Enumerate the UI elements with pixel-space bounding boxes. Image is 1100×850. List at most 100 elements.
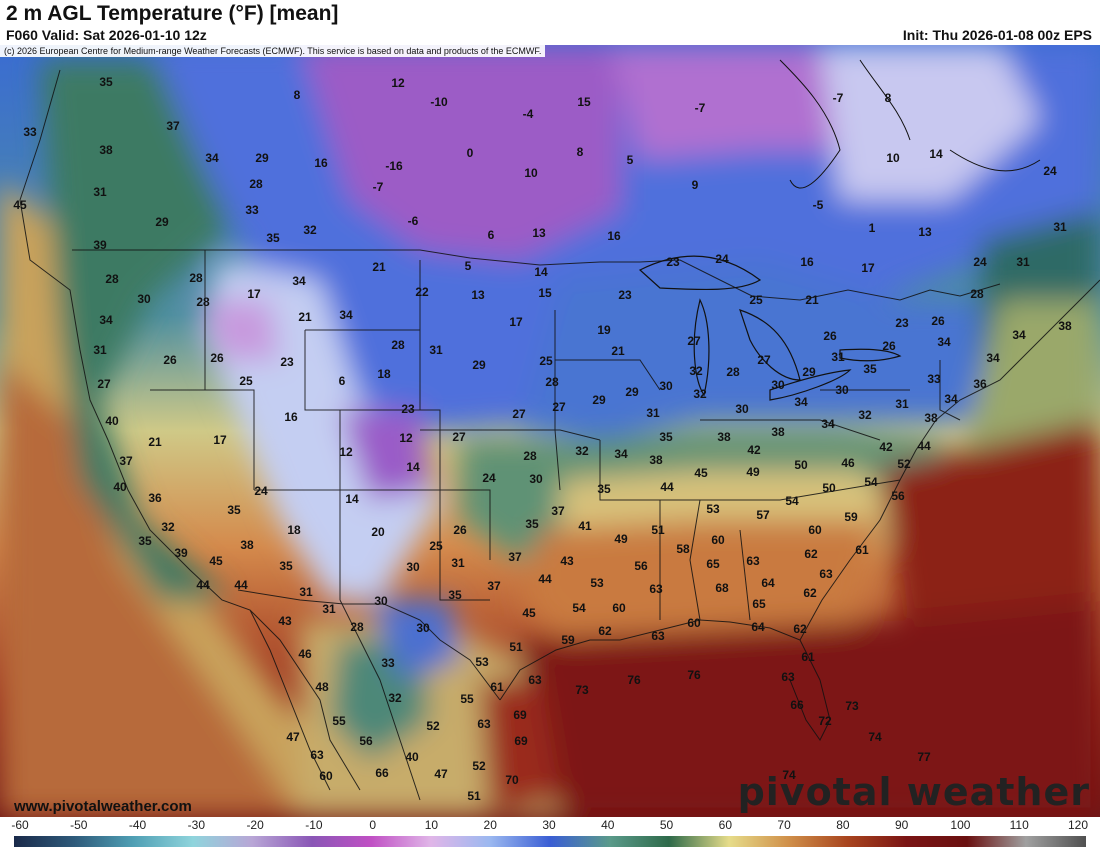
temperature-value: 72	[818, 714, 832, 728]
temperature-value: -6	[408, 214, 419, 228]
temperature-value: 27	[687, 334, 701, 348]
colorbar-tick-label: 10	[424, 818, 439, 832]
temperature-value: 15	[538, 286, 552, 300]
colorbar-tick-label: 80	[836, 818, 850, 832]
temperature-value: 28	[391, 338, 405, 352]
temperature-value: 70	[505, 773, 519, 787]
temperature-value: 12	[391, 76, 405, 90]
temperature-value: 0	[467, 146, 474, 160]
temperature-value: -10	[430, 95, 448, 109]
temperature-value: 31	[831, 350, 845, 364]
temperature-value: 26	[882, 339, 896, 353]
temperature-value: 25	[429, 539, 443, 553]
temperature-value: 30	[835, 383, 849, 397]
copyright-notice: (c) 2026 European Centre for Medium-rang…	[0, 45, 546, 57]
temperature-value: 25	[239, 374, 253, 388]
temperature-value: 60	[711, 533, 725, 547]
temperature-value: 24	[482, 471, 496, 485]
temperature-value: 29	[155, 215, 169, 229]
temperature-value: 45	[13, 198, 27, 212]
temperature-value: 46	[841, 456, 855, 470]
temperature-value: 62	[804, 547, 818, 561]
temperature-value: 29	[592, 393, 606, 407]
colorbar-tick-label: 60	[718, 818, 733, 832]
temperature-value: 77	[917, 750, 931, 764]
temperature-value: 64	[751, 620, 765, 634]
temperature-value: 47	[286, 730, 300, 744]
temperature-value: 34	[821, 417, 835, 431]
temperature-value: 39	[174, 546, 188, 560]
temperature-value: 28	[105, 272, 119, 286]
colorbar-tick-label: -60	[11, 818, 29, 832]
temperature-value: 19	[597, 323, 611, 337]
temperature-value: 73	[575, 683, 589, 697]
temperature-value: -16	[385, 159, 403, 173]
temperature-value: 31	[93, 185, 107, 199]
temperature-value: 32	[858, 408, 872, 422]
temperature-value: 26	[823, 329, 837, 343]
temperature-value: 35	[448, 588, 462, 602]
temperature-value: -7	[695, 101, 706, 115]
colorbar-tick-label: -20	[246, 818, 264, 832]
temperature-value: 39	[93, 238, 107, 252]
temperature-value: 54	[785, 494, 799, 508]
temperature-value: 10	[524, 166, 538, 180]
mexico-coast	[339, 599, 421, 801]
temperature-value: 5	[627, 153, 634, 167]
temperature-value: 28	[523, 449, 537, 463]
temperature-value: 42	[747, 443, 761, 457]
brand-logo: pivotal weather	[737, 770, 1090, 814]
temperature-value: 55	[460, 692, 474, 706]
temperature-value: 34	[339, 308, 353, 322]
temperature-value: 38	[717, 430, 731, 444]
temperature-value: 8	[577, 145, 584, 159]
temperature-value: 14	[929, 147, 943, 161]
temperature-value: 58	[676, 542, 690, 556]
temperature-value: 29	[472, 358, 486, 372]
website-url[interactable]: www.pivotalweather.com	[14, 798, 192, 815]
temperature-value: 35	[266, 231, 280, 245]
temperature-value: 30	[529, 472, 543, 486]
temperature-value: 37	[551, 504, 565, 518]
temperature-value: 12	[339, 445, 353, 459]
valid-time: F060 Valid: Sat 2026-01-10 12z	[6, 27, 207, 43]
temperature-map[interactable]: 35 33 37 38 34 29 28 31 33 29 35 32 8 12 -10 -4 15 -7 16 -1…	[0, 45, 1100, 817]
temperature-value: 45	[522, 606, 536, 620]
colorbar-tick-label: -50	[70, 818, 88, 832]
temperature-value: 63	[651, 629, 665, 643]
temperature-value: 44	[917, 439, 931, 453]
temperature-value: 37	[487, 579, 501, 593]
temperature-value: 38	[240, 538, 254, 552]
temperature-value: 30	[406, 560, 420, 574]
temperature-value: 6	[339, 374, 346, 388]
borders	[19, 69, 1100, 801]
temperature-value: 38	[771, 425, 785, 439]
temperature-value: 51	[467, 789, 481, 803]
temperature-value: 35	[227, 503, 241, 517]
temperature-value: 1	[869, 221, 876, 235]
temperature-value: 30	[771, 378, 785, 392]
temperature-value: 51	[509, 640, 523, 654]
lake-erie	[769, 369, 852, 401]
temperature-value: 50	[822, 481, 836, 495]
temperature-value: -5	[813, 198, 824, 212]
temperature-value: 38	[1058, 319, 1072, 333]
temperature-value: 20	[371, 525, 385, 539]
temperature-value: 26	[163, 353, 177, 367]
temperature-value: 35	[863, 362, 877, 376]
temperature-value: 43	[560, 554, 574, 568]
colorbar-tick-label: 20	[483, 818, 497, 832]
temperature-value: 34	[944, 392, 958, 406]
init-time: Init: Thu 2026-01-08 00z EPS	[902, 27, 1092, 43]
temperature-value: 31	[1016, 255, 1030, 269]
temperature-value: 59	[561, 633, 575, 647]
colorbar-tick-label: 100	[950, 818, 971, 832]
temperature-value: 25	[749, 293, 763, 307]
temperature-value: 12	[399, 431, 413, 445]
lake-michigan	[693, 298, 710, 397]
temperature-value: 32	[388, 691, 402, 705]
temperature-value: 23	[280, 355, 294, 369]
temperature-value: 61	[801, 650, 815, 664]
temperature-value: 34	[614, 447, 628, 461]
temperature-value: 28	[726, 365, 740, 379]
